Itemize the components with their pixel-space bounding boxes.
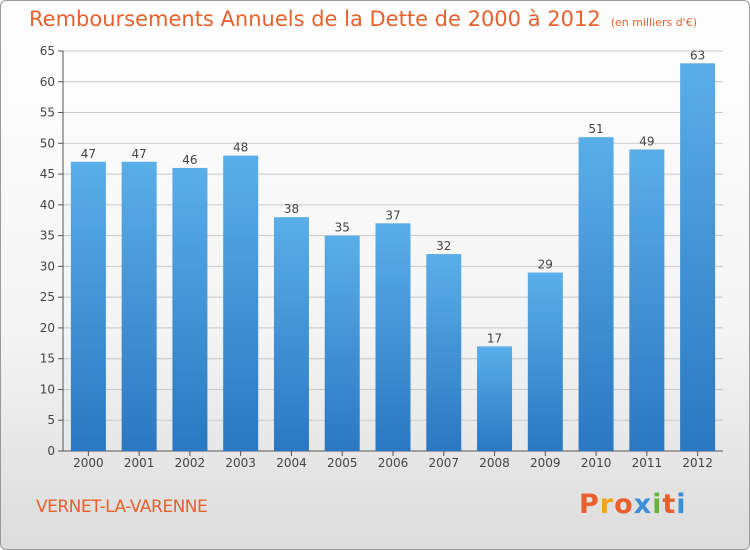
y-tick-label: 60 xyxy=(40,75,55,89)
value-label: 17 xyxy=(487,331,502,345)
value-label: 47 xyxy=(132,147,147,161)
x-tick-label: 2006 xyxy=(378,456,409,470)
x-tick-label: 2010 xyxy=(581,456,612,470)
x-tick-label: 2012 xyxy=(682,456,713,470)
bar xyxy=(527,272,563,451)
bar xyxy=(629,149,665,451)
value-label: 38 xyxy=(284,202,299,216)
x-tick-label: 2001 xyxy=(124,456,155,470)
y-tick-label: 50 xyxy=(40,136,55,150)
x-tick-label: 2003 xyxy=(225,456,256,470)
x-tick-label: 2011 xyxy=(632,456,663,470)
x-tick-label: 2009 xyxy=(530,456,561,470)
bar xyxy=(121,161,157,451)
y-tick-label: 25 xyxy=(40,290,55,304)
x-tick-label: 2002 xyxy=(175,456,206,470)
value-labels: 47 47 46 48 38 35 37 32 17 29 51 49 63 xyxy=(81,48,706,345)
x-tick-label: 2008 xyxy=(479,456,510,470)
x-tick-label: 2000 xyxy=(73,456,104,470)
value-label: 51 xyxy=(588,122,603,136)
value-label: 46 xyxy=(182,153,197,167)
y-tick-label: 5 xyxy=(47,413,55,427)
bar xyxy=(477,346,513,451)
bar xyxy=(273,217,309,451)
y-tick-label: 30 xyxy=(40,259,55,273)
x-tick-label: 2004 xyxy=(276,456,307,470)
x-tick-label: 2005 xyxy=(327,456,358,470)
y-tick-label: 20 xyxy=(40,321,55,335)
bar xyxy=(578,137,614,451)
chart-subtitle: (en milliers d'€) xyxy=(610,16,697,29)
logo-letter: r xyxy=(599,489,615,520)
logo-letter: o xyxy=(614,489,634,520)
chart-title: Remboursements Annuels de la Dette de 20… xyxy=(29,7,601,31)
bars xyxy=(70,63,716,452)
value-label: 48 xyxy=(233,141,248,155)
y-tick-label: 10 xyxy=(40,382,55,396)
x-tick-label: 2007 xyxy=(428,456,459,470)
bar xyxy=(223,155,259,451)
y-tick-label: 0 xyxy=(47,444,55,458)
bar xyxy=(375,223,411,451)
y-tick-label: 65 xyxy=(40,44,55,58)
y-tick-label: 35 xyxy=(40,229,55,243)
value-label: 63 xyxy=(690,48,705,62)
y-tick-label: 55 xyxy=(40,106,55,120)
value-label: 47 xyxy=(81,147,96,161)
value-label: 49 xyxy=(639,134,654,148)
bar xyxy=(172,167,208,451)
bar xyxy=(426,254,462,451)
y-tick-label: 40 xyxy=(40,198,55,212)
bar xyxy=(324,235,360,451)
value-label: 29 xyxy=(538,258,553,272)
proxiti-logo: Proxiti xyxy=(579,489,687,520)
logo-letter: P xyxy=(579,489,600,520)
logo-letter: i xyxy=(676,489,687,520)
value-label: 35 xyxy=(335,221,350,235)
value-label: 32 xyxy=(436,239,451,253)
title-row: Remboursements Annuels de la Dette de 20… xyxy=(29,7,697,31)
tick-labels: 0 5 10 15 20 25 30 35 40 45 50 55 60 65 2000 2001 2002 20… xyxy=(40,44,713,470)
y-tick-label: 15 xyxy=(40,352,55,366)
bar xyxy=(70,161,106,451)
logo-letter: t xyxy=(662,489,677,520)
bar xyxy=(680,63,716,452)
y-tick-label: 45 xyxy=(40,167,55,181)
value-label: 37 xyxy=(385,208,400,222)
logo-letter: i xyxy=(652,489,663,520)
logo-letter: x xyxy=(633,489,653,520)
commune-name: VERNET-LA-VARENNE xyxy=(36,497,208,517)
